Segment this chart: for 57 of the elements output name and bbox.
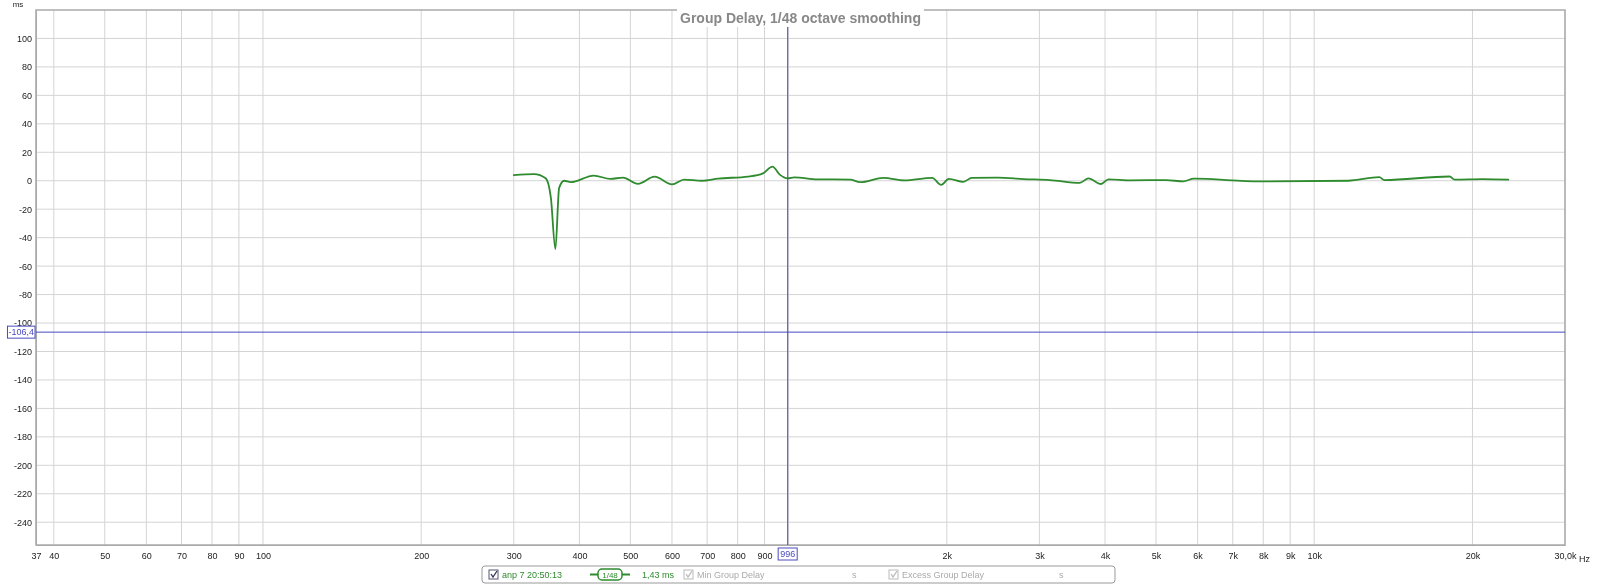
y-tick-label: -40 (18, 233, 32, 244)
text: Excess Group Delay (902, 570, 985, 580)
x-tick-label: 8k (1259, 551, 1270, 562)
x-tick-label: 37 (31, 551, 42, 562)
x-tick-label: 80 (207, 551, 218, 562)
y-tick-label: -120 (13, 346, 32, 357)
x-tick-label: 10k (1307, 551, 1323, 562)
text: anp 7 20:50:13 (502, 570, 563, 580)
y-tick-label: 60 (21, 90, 32, 101)
text: 1/48 (602, 571, 619, 580)
text: 1,43 ms (642, 570, 675, 580)
y-tick-label: -160 (13, 403, 32, 414)
text: s (852, 570, 857, 580)
y-tick-label: -140 (13, 375, 32, 386)
x-tick-label: 900 (757, 551, 773, 562)
y-axis-title: ms (12, 0, 24, 9)
x-tick-label: 7k (1228, 551, 1239, 562)
x-tick-label: 90 (234, 551, 245, 562)
ref-line-label: 996 (780, 549, 796, 559)
x-tick-label: 200 (414, 551, 430, 562)
y-tick-label: 40 (21, 119, 32, 130)
y-tick-label: -100 (13, 318, 32, 329)
x-tick-label: 2k (942, 551, 953, 562)
x-tick-label: 400 (572, 551, 588, 562)
y-tick-label: 80 (21, 62, 32, 73)
y-tick-label: -240 (13, 517, 32, 528)
x-tick-label: 500 (623, 551, 639, 562)
x-tick-label: 100 (255, 551, 271, 562)
y-tick-label: 0 (26, 176, 32, 187)
x-tick-label: 6k (1193, 551, 1204, 562)
text: s (1059, 570, 1064, 580)
y-tick-label: -20 (18, 204, 32, 215)
y-tick-label: -80 (18, 289, 32, 300)
x-tick-label: 40 (49, 551, 60, 562)
x-axis-title: Hz (1579, 554, 1591, 564)
x-tick-label: 30,0k (1554, 551, 1577, 562)
x-tick-label: 9k (1285, 551, 1296, 562)
x-tick-label: 300 (506, 551, 522, 562)
x-tick-label: 700 (700, 551, 716, 562)
y-tick-label: 100 (16, 33, 32, 44)
x-tick-label: 600 (664, 551, 680, 562)
x-tick-label: 4k (1100, 551, 1111, 562)
x-tick-label: 5k (1151, 551, 1162, 562)
x-tick-label: 800 (730, 551, 746, 562)
y-tick-label: 20 (21, 147, 32, 158)
x-tick-label: 60 (141, 551, 152, 562)
y-tick-label: -180 (13, 432, 32, 443)
x-tick-label: 50 (100, 551, 111, 562)
y-tick-label: -60 (18, 261, 32, 272)
text: Min Group Delay (697, 570, 766, 580)
y-tick-label: -220 (13, 489, 32, 500)
y-tick-label: -200 (13, 460, 32, 471)
x-tick-label: 20k (1465, 551, 1481, 562)
ref-line-label: -106,4 (8, 327, 34, 338)
chart-title: Group Delay, 1/48 octave smoothing (680, 10, 921, 26)
x-tick-label: 70 (177, 551, 188, 562)
x-tick-label: 3k (1035, 551, 1046, 562)
